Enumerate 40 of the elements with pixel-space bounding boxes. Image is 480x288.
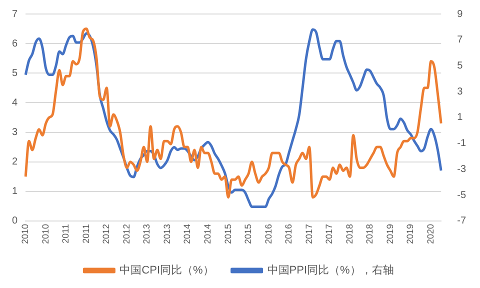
y-tick-label: 6: [12, 38, 18, 50]
x-tick-label: 2019: [384, 224, 395, 244]
x-tick-label: 2013: [162, 224, 172, 244]
y-tick-label: 1: [12, 186, 18, 198]
y-tick-label: 3: [12, 127, 18, 138]
y-tick-label: 2: [12, 156, 18, 168]
x-tick-label: 2019: [405, 224, 416, 244]
y2-tick-label: -7: [457, 216, 466, 227]
y2-tick-label: 7: [457, 34, 464, 46]
x-tick-label: 2017: [324, 224, 334, 244]
x-tick-label: 2015: [222, 224, 233, 244]
x-tick-label: 2011: [60, 224, 71, 244]
x-tick-label: 2015: [243, 224, 254, 244]
x-tick-label: 2010: [20, 224, 30, 244]
x-tick-label: 2020: [425, 224, 436, 244]
y-tick-label: 5: [12, 68, 18, 79]
y2-tick-label: -1: [457, 138, 466, 150]
x-tick-label: 2011: [80, 224, 91, 244]
x-tick-label: 2014: [182, 224, 192, 244]
y2-tick-label: 5: [457, 60, 464, 72]
y-tick-label: 4: [12, 97, 18, 108]
y2-tick-label: -5: [457, 190, 466, 201]
x-tick-label: 2016: [284, 224, 294, 244]
x-tick-label: 2012: [101, 224, 112, 244]
x-tick-label: 2012: [121, 224, 132, 244]
y-tick-label: 7: [12, 8, 18, 20]
x-tick-label: 2010: [40, 224, 50, 244]
legend-label: 中国CPI同比（%）: [120, 264, 214, 277]
x-tick-label: 2014: [202, 224, 212, 244]
y2-tick-label: 1: [457, 112, 464, 124]
legend-label: 中国PPI同比（%），右轴: [267, 264, 394, 277]
y2-tick-label: 3: [457, 86, 464, 98]
x-tick-label: 2016: [263, 224, 274, 244]
x-tick-label: 2013: [142, 224, 152, 244]
y2-tick-label: -3: [457, 164, 466, 175]
y2-tick-label: 9: [457, 8, 464, 20]
y-tick-label: 0: [12, 216, 18, 227]
x-tick-label: 2018: [344, 224, 354, 244]
x-tick-label: 2017: [304, 224, 314, 244]
x-tick-label: 2018: [364, 224, 375, 244]
